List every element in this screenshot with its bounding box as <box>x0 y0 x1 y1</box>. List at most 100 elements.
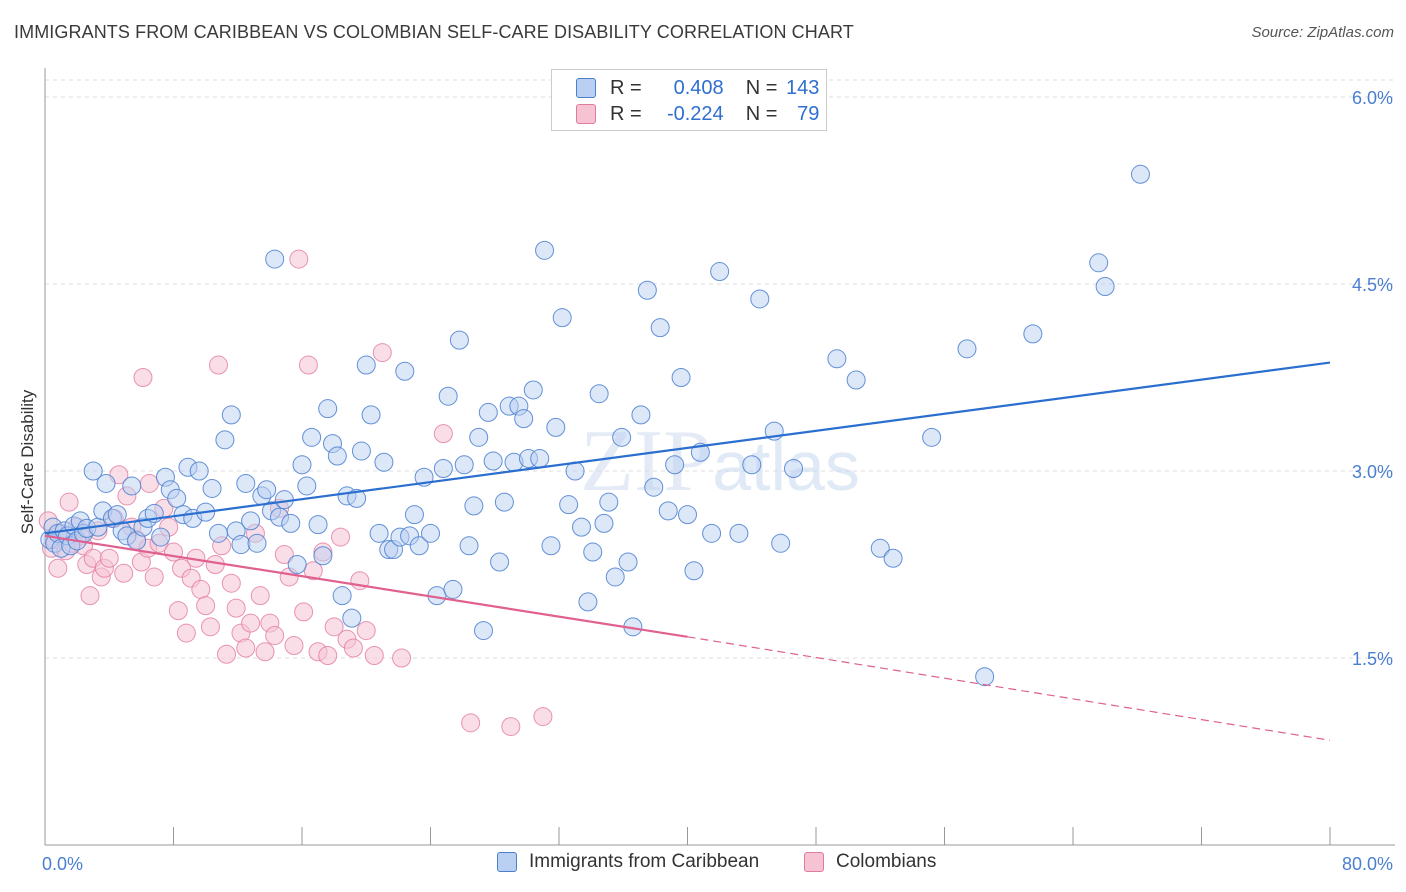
caribbean-point <box>530 449 550 469</box>
caribbean-point <box>342 608 362 628</box>
colombians-point <box>318 646 338 666</box>
colombians-point <box>364 646 384 666</box>
y-tick-label: 1.5% <box>1352 649 1393 669</box>
caribbean-point <box>202 478 222 498</box>
colombians-point <box>48 558 68 578</box>
caribbean-point <box>637 280 657 300</box>
trend-lines <box>44 361 1331 741</box>
caribbean-point <box>490 552 510 572</box>
colombians-point <box>294 602 314 622</box>
colombians-point <box>501 717 521 737</box>
caribbean-point <box>281 513 301 533</box>
caribbean-point <box>546 417 566 437</box>
legend-item-colombians[interactable]: Colombians <box>804 851 936 873</box>
caribbean-point <box>438 386 458 406</box>
colombians-point <box>139 473 159 493</box>
caribbean-point <box>583 542 603 562</box>
caribbean-point <box>96 473 116 493</box>
caribbean-point <box>594 513 614 533</box>
caribbean-point <box>541 536 561 556</box>
caribbean-point <box>265 249 285 269</box>
x-tick-label: 80.0% <box>1342 854 1393 874</box>
caribbean-point <box>356 355 376 375</box>
legend-r-label: R = <box>610 102 642 125</box>
legend-r-value: 0.408 <box>673 76 724 99</box>
caribbean-point <box>421 523 440 543</box>
colombians-point <box>221 573 241 593</box>
legend-swatch-pink <box>576 104 596 124</box>
caribbean-point <box>236 473 256 493</box>
caribbean-point <box>957 339 977 359</box>
caribbean-point <box>433 459 453 479</box>
caribbean-point <box>474 621 494 641</box>
colombians-point <box>191 579 211 599</box>
legend-item-caribbean[interactable]: Immigrants from Caribbean <box>497 851 759 873</box>
colombians-point <box>255 642 275 662</box>
caribbean-point <box>449 330 469 350</box>
caribbean-point <box>347 488 367 508</box>
colombians-point <box>392 648 412 668</box>
legend-n-value: 79 <box>797 102 820 125</box>
colombians-point <box>99 548 119 568</box>
caribbean-point <box>302 427 322 447</box>
caribbean-point <box>454 455 474 475</box>
colombians-point <box>461 713 481 733</box>
caribbean-point <box>469 427 489 447</box>
caribbean-point <box>287 555 307 574</box>
axes <box>44 68 1395 846</box>
caribbean-point <box>483 451 503 471</box>
caribbean-point <box>631 405 651 425</box>
caribbean-point <box>710 262 730 282</box>
caribbean-point <box>257 480 277 500</box>
tick-labels: 1.5% 3.0% 4.5% 6.0% 0.0% 80.0% <box>42 88 1393 874</box>
y-tick-label: 6.0% <box>1352 88 1393 108</box>
colombians-point <box>274 545 294 565</box>
caribbean-trend-line <box>44 361 1331 535</box>
colombians-point <box>144 567 164 587</box>
caribbean-point <box>870 538 890 558</box>
caribbean-point <box>644 477 664 497</box>
caribbean-point <box>215 430 235 450</box>
caribbean-point <box>883 548 903 568</box>
watermark: ZIPatlas <box>580 413 860 510</box>
caribbean-points <box>40 164 1150 687</box>
caribbean-point <box>395 361 415 381</box>
y-axis-label: Self-Care Disability <box>18 389 37 534</box>
caribbean-point <box>247 533 267 553</box>
caribbean-point <box>1130 164 1150 184</box>
caribbean-point <box>571 517 591 537</box>
colombians-point <box>324 617 344 637</box>
caribbean-point <box>374 452 394 472</box>
colombians-point <box>343 638 363 658</box>
colombians-trend-line <box>44 534 688 638</box>
caribbean-point <box>313 546 333 566</box>
caribbean-point <box>827 349 847 369</box>
caribbean-point <box>459 536 479 556</box>
caribbean-point <box>292 455 312 475</box>
colombians-point <box>176 623 196 643</box>
gridlines <box>45 79 1395 659</box>
caribbean-point <box>771 533 791 553</box>
caribbean-point <box>83 461 103 481</box>
caribbean-point <box>658 501 678 521</box>
caribbean-point <box>297 476 317 496</box>
colombians-point <box>226 598 246 618</box>
caribbean-point <box>729 523 749 543</box>
colombians-point <box>331 527 351 547</box>
caribbean-point <box>308 515 328 535</box>
caribbean-point <box>750 289 770 309</box>
colombians-point <box>433 424 453 444</box>
caribbean-point <box>578 592 598 612</box>
caribbean-point <box>107 505 127 525</box>
caribbean-point <box>612 427 632 447</box>
legend-r-value: -0.224 <box>666 102 724 125</box>
colombians-point <box>168 601 188 621</box>
legend-n-label: N = <box>745 102 778 125</box>
caribbean-point <box>599 492 619 512</box>
colombians-point <box>250 586 270 606</box>
caribbean-point <box>784 459 804 479</box>
caribbean-point <box>552 308 572 328</box>
colombians-points <box>38 249 553 737</box>
colombians-point <box>236 638 256 658</box>
caribbean-point <box>404 505 424 525</box>
